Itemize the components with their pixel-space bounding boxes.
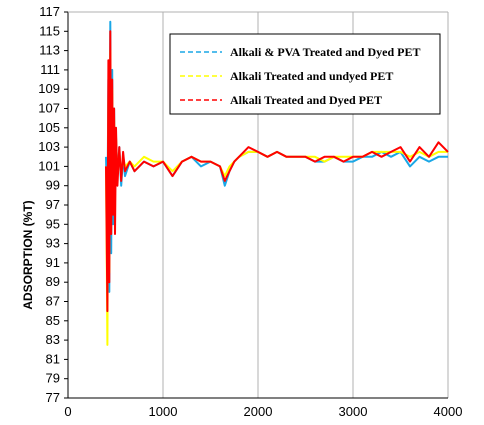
legend-label: Alkali & PVA Treated and Dyed PET xyxy=(230,45,420,59)
y-tick-label: 91 xyxy=(46,255,60,270)
y-tick-label: 115 xyxy=(39,23,60,38)
y-tick-label: 87 xyxy=(46,294,60,309)
series-line-3 xyxy=(105,30,449,313)
y-tick-label: 117 xyxy=(39,4,60,19)
y-tick-label: 99 xyxy=(46,178,60,193)
y-tick-label: 109 xyxy=(38,81,60,96)
x-tick-label: 2000 xyxy=(244,404,273,419)
y-tick-label: 77 xyxy=(46,390,60,405)
y-tick-label: 103 xyxy=(38,139,60,154)
x-tick-label: 4000 xyxy=(434,404,463,419)
y-axis-label: ADSORPTION (%T) xyxy=(21,200,35,309)
x-tick-label: 0 xyxy=(64,404,71,419)
y-tick-labels: 77 79 81 83 85 87 89 91 93 95 97 99 101 103 105 107 109 1… xyxy=(38,4,68,405)
y-tick-label: 81 xyxy=(46,351,60,366)
legend-label: Alkali Treated and Dyed PET xyxy=(230,93,382,107)
y-tick-label: 111 xyxy=(40,62,60,77)
x-tick-label: 3000 xyxy=(339,404,368,419)
y-tick-label: 105 xyxy=(38,120,60,135)
y-tick-label: 113 xyxy=(39,43,60,58)
x-tick-labels: 0 1000 2000 3000 4000 xyxy=(64,404,462,419)
legend-label: Alkali Treated and undyed PET xyxy=(230,69,393,83)
y-tick-label: 107 xyxy=(38,101,60,116)
y-tick-label: 95 xyxy=(46,216,60,231)
y-tick-label: 85 xyxy=(46,313,60,328)
legend: Alkali & PVA Treated and Dyed PET Alkali … xyxy=(169,33,441,115)
y-tick-label: 97 xyxy=(46,197,60,212)
y-tick-label: 101 xyxy=(38,158,60,173)
x-tick-label: 1000 xyxy=(149,404,178,419)
y-tick-label: 93 xyxy=(46,236,60,251)
y-tick-label: 89 xyxy=(46,274,60,289)
y-tick-label: 83 xyxy=(46,332,60,347)
series-lines xyxy=(105,20,449,346)
y-tick-label: 79 xyxy=(46,371,60,386)
